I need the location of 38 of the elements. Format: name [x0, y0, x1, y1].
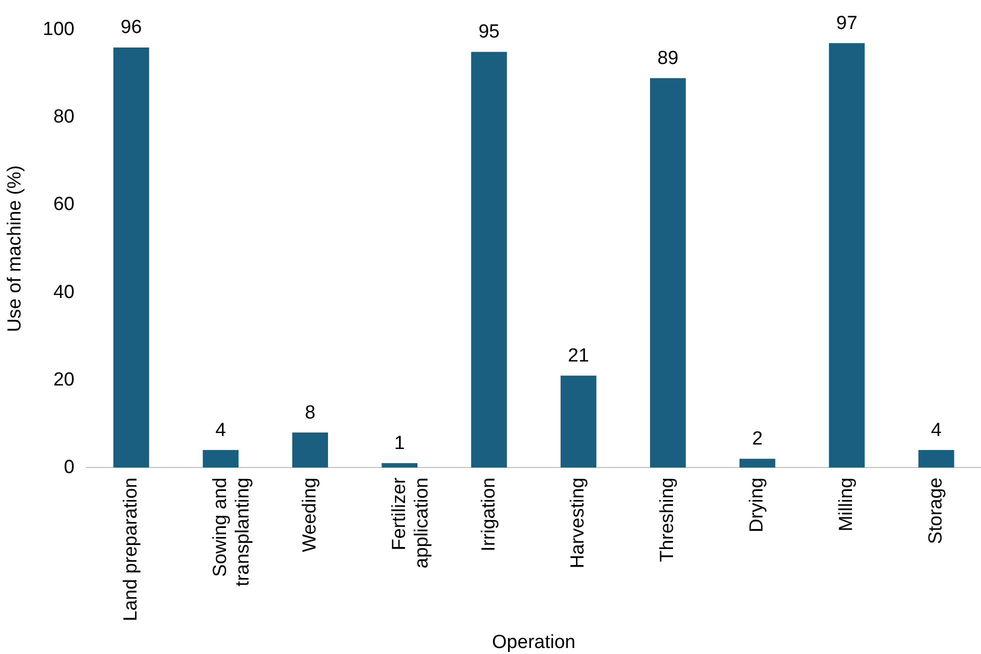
data-label: 1	[394, 432, 405, 454]
x-tick-label: Fertilizer application	[388, 476, 433, 568]
bar	[560, 376, 596, 468]
data-label: 2	[752, 428, 763, 450]
data-label: 8	[304, 402, 316, 424]
data-label: 95	[478, 22, 500, 43]
x-tick-label: Land preparation	[120, 478, 142, 622]
data-label: 96	[120, 17, 142, 38]
y-tick-label: 20	[53, 369, 74, 390]
data-label: 89	[657, 48, 678, 69]
bar	[739, 458, 776, 468]
bar	[382, 463, 418, 468]
bar	[650, 78, 686, 468]
y-tick-label: 60	[53, 194, 74, 216]
x-axis-title: Operation	[492, 632, 576, 653]
bar	[292, 432, 328, 468]
bar	[471, 52, 507, 468]
x-tick-label: Storage	[926, 478, 947, 544]
x-tick-label: Harvesting	[568, 478, 589, 568]
x-tick-label: Milling	[836, 478, 858, 532]
x-tick-label: Sowing and transplanting	[210, 478, 254, 586]
y-tick-label: 80	[53, 106, 74, 128]
y-tick-label: 0	[64, 456, 74, 478]
y-tick-label: 40	[53, 282, 74, 303]
data-label: 4	[215, 420, 226, 441]
x-tick-label: Irrigation	[478, 478, 500, 552]
bar	[918, 450, 954, 468]
x-tick-label: Weeding	[299, 478, 320, 552]
x-tick-label: Drying	[746, 478, 768, 532]
bar	[828, 43, 865, 468]
y-tick-label: 100	[42, 19, 74, 40]
bar	[202, 450, 239, 468]
x-tick-label: Threshing	[657, 478, 678, 562]
data-label: 21	[568, 345, 590, 366]
data-label: 4	[930, 420, 942, 441]
bar	[113, 48, 150, 468]
data-label: 97	[836, 12, 858, 34]
y-axis-title: Use of machine (%)	[4, 165, 26, 332]
